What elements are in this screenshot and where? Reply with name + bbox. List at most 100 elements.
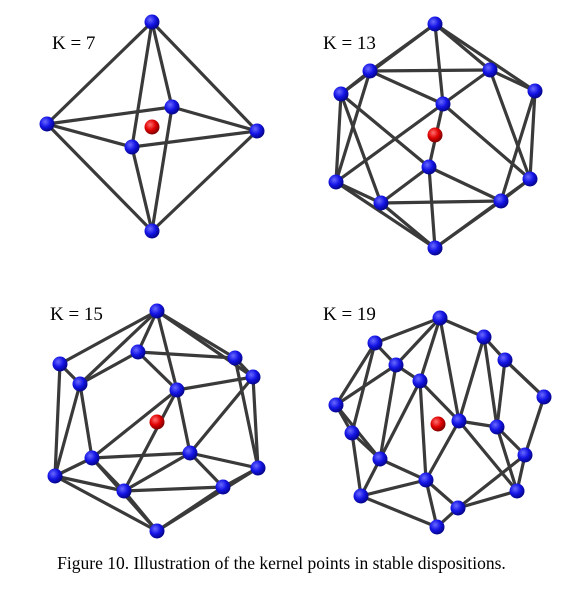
edge (130, 20, 154, 149)
kernel-point (72, 376, 88, 392)
edge (441, 68, 492, 106)
edge (418, 379, 461, 423)
edge (150, 20, 259, 133)
edge (136, 350, 179, 392)
polyhedron-edges-k19 (334, 316, 546, 529)
kernel-point (245, 369, 261, 385)
edge (418, 316, 442, 383)
edge (368, 69, 445, 106)
edge (495, 425, 519, 493)
kernel-point (429, 519, 445, 535)
polyhedron-edges-k13 (334, 22, 537, 250)
edge (457, 419, 519, 493)
edge (78, 350, 140, 386)
edge (130, 145, 154, 233)
edge (482, 335, 499, 429)
edge (150, 20, 174, 109)
edge (418, 379, 428, 482)
kernel-point (124, 139, 140, 155)
edge (457, 335, 486, 423)
kernel-point (249, 123, 265, 139)
kernel-points-k7 (39, 14, 265, 239)
edge (188, 451, 225, 489)
panel-k13: K = 13 (323, 16, 543, 256)
edge (45, 105, 174, 126)
edge (122, 451, 192, 493)
kernel-point (362, 63, 378, 79)
edge (188, 451, 260, 470)
edge (53, 382, 82, 478)
kernel-point (353, 488, 369, 504)
kernel-point (116, 483, 132, 499)
edge (53, 474, 159, 533)
edge (136, 350, 237, 360)
edge (78, 309, 159, 386)
edge (136, 309, 159, 354)
kernel-point (493, 193, 509, 209)
edge (433, 177, 532, 250)
kernel-points-k15 (47, 303, 266, 539)
polyhedron-edges-k7 (45, 20, 259, 233)
edge (359, 478, 428, 498)
edge (58, 309, 159, 366)
kernel-point (39, 116, 55, 132)
kernel-point (489, 419, 505, 435)
kernel-point (527, 83, 543, 99)
kernel-point (344, 425, 360, 441)
edge (334, 92, 343, 184)
edge (438, 316, 486, 339)
kernel-point (215, 479, 231, 495)
kernel-point (450, 500, 466, 516)
kernel-point (328, 174, 344, 190)
edge (456, 489, 519, 510)
edge (528, 89, 537, 181)
kernel-point (130, 344, 146, 360)
edge (441, 102, 532, 181)
kernel-point (144, 223, 160, 239)
kernel-point (373, 195, 389, 211)
edge (175, 388, 192, 455)
edge (334, 363, 398, 407)
edge (233, 356, 260, 470)
edge (424, 419, 461, 482)
edge (45, 122, 154, 233)
edge (424, 478, 439, 529)
kernel-point (333, 86, 349, 102)
edge (456, 453, 527, 510)
kernel-point (328, 397, 344, 413)
edge (427, 165, 503, 203)
kernel-points-k19 (328, 310, 552, 535)
kernel-point (418, 472, 434, 488)
center-point (427, 127, 443, 143)
kernel-point (149, 523, 165, 539)
kernel-point (47, 468, 63, 484)
kernel-point (482, 62, 498, 78)
edge (150, 105, 174, 233)
kernel-point (451, 413, 467, 429)
edge (433, 22, 537, 93)
kernel-point (522, 171, 538, 187)
edge (373, 316, 442, 345)
panel-k19: K = 19 (323, 304, 552, 535)
edge (334, 180, 437, 250)
panel-k15: K = 15 (47, 303, 266, 539)
edge (427, 165, 437, 250)
edge (155, 309, 179, 392)
panel-label-k7: K = 7 (52, 33, 95, 54)
panel-label-k15: K = 15 (50, 304, 103, 325)
edge (394, 316, 442, 367)
kernel-point (169, 382, 185, 398)
kernel-point (367, 335, 383, 351)
edge (350, 431, 363, 498)
kernel-point (497, 352, 513, 368)
kernel-point (435, 96, 451, 112)
kernel-point (164, 99, 180, 115)
edge (379, 199, 503, 205)
center-point (149, 414, 165, 430)
edge (378, 457, 428, 482)
edge (378, 379, 422, 461)
kernel-point (412, 373, 428, 389)
kernel-point (536, 389, 552, 405)
edge (130, 129, 259, 149)
